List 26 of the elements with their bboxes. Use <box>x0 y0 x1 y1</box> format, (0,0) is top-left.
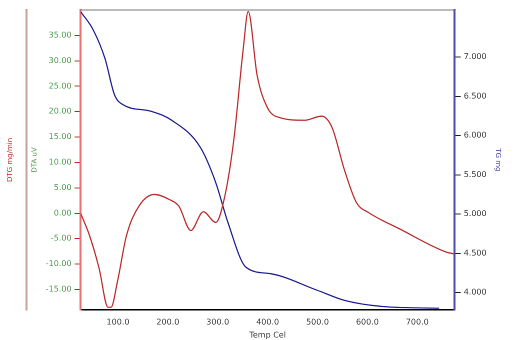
y-tick-label: 10.00 <box>48 158 72 167</box>
y-tick-label: 0.00 <box>54 208 72 218</box>
x-tick-label: 500.0 <box>306 318 329 327</box>
y2-tick-label: 7.000 <box>464 52 487 62</box>
x-tick-label: 300.0 <box>206 318 230 327</box>
y-tick-label: 5.00 <box>54 182 72 192</box>
x-tick-label: 400.0 <box>256 318 280 327</box>
y2-tick-label: 6.500 <box>464 91 487 100</box>
x-tick-label: 600.0 <box>356 318 379 327</box>
x-tick-label: 700.0 <box>406 318 429 327</box>
y-tick-label: -5.00 <box>50 234 72 243</box>
y-tick-label: 15.00 <box>48 132 72 142</box>
y-tick-label: 25.00 <box>48 81 72 90</box>
y-tick-label: 35.00 <box>48 30 72 40</box>
y-tick-label: 20.00 <box>48 106 72 116</box>
x-tick-label: 200.0 <box>156 318 180 327</box>
y2-tick-label: 4.500 <box>464 248 487 258</box>
y2-tick-label: 6.000 <box>464 130 487 140</box>
y2-tick-label: 5.500 <box>464 170 487 179</box>
y2-tick-label: 4.000 <box>464 288 487 297</box>
y-tick-label: -10.00 <box>46 259 72 268</box>
x-tick-label: 100.0 <box>106 318 130 327</box>
y-tick-label: -15.00 <box>46 284 72 294</box>
x-axis-title: Temp Cel <box>248 330 286 340</box>
y-tick-label: 30.00 <box>48 56 72 65</box>
y2-tick-label: 5.000 <box>464 209 487 218</box>
